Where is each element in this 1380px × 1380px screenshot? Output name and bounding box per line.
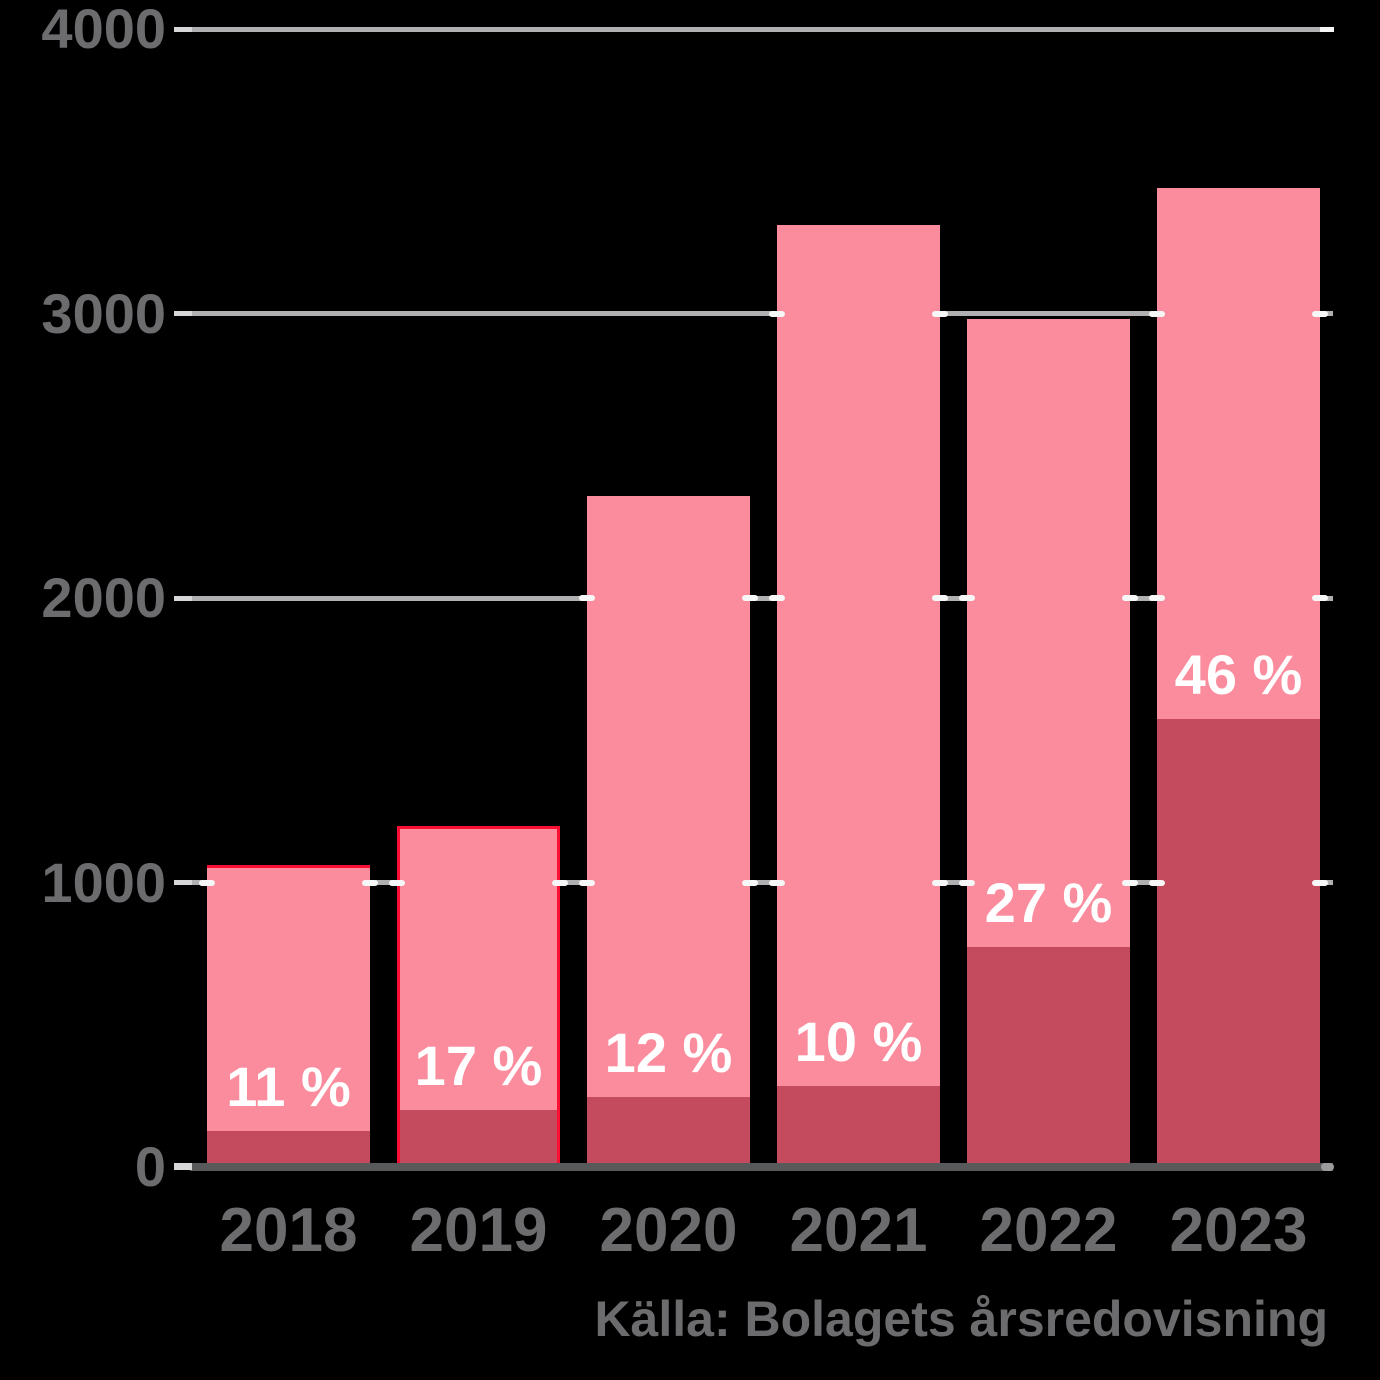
gridline-bar-edge-dash	[769, 310, 785, 317]
x-axis-left-cap	[174, 1163, 192, 1170]
y-tick-label: 1000	[41, 850, 166, 914]
bar-percent-label: 46 %	[1174, 642, 1303, 706]
bar-segment-dark	[587, 1097, 750, 1163]
bar-percent-label: 12 %	[604, 1021, 733, 1085]
bar-percent-label: 10 %	[794, 1009, 923, 1073]
y-tick-label: 4000	[41, 0, 166, 60]
gridline-left-cap	[174, 880, 192, 885]
gridline-2000	[190, 595, 1333, 601]
y-tick-label: 2000	[41, 566, 166, 629]
bar-stroke-left	[397, 825, 400, 1163]
gridline-bar-edge-dash	[362, 879, 378, 886]
bar-2018: 11 %	[207, 865, 370, 1163]
gridline-bar-edge-dash	[579, 595, 595, 601]
bar-segment-dark	[207, 1131, 370, 1163]
bar-2019: 17 %	[397, 825, 560, 1163]
bar-segment-light	[777, 225, 940, 1163]
x-tick-label: 2023	[1169, 1196, 1308, 1265]
bar-2023: 46 %	[1157, 188, 1320, 1163]
bar-segment-dark	[1157, 718, 1320, 1163]
gridline-bar-edge-dash	[932, 595, 948, 601]
gridline-left-cap	[174, 311, 192, 316]
bar-percent-label: 11 %	[226, 1055, 351, 1119]
gridline-bar-edge-dash	[389, 879, 405, 886]
gridline-bar-edge-dash	[1312, 310, 1328, 317]
gridline-bar-edge-dash	[199, 879, 215, 886]
bar-2020: 12 %	[587, 495, 750, 1163]
gridline-bar-edge-dash	[959, 595, 975, 601]
gridline-bar-edge-dash	[1149, 879, 1165, 886]
gridline-bar-edge-dash	[742, 595, 758, 601]
gridline-bar-edge-dash	[959, 879, 975, 886]
bar-stroke-right	[557, 825, 560, 1163]
gridline-3000	[190, 311, 1333, 316]
gridline-bar-edge-dash	[1122, 879, 1138, 886]
bar-segment-light	[397, 825, 560, 1163]
gridline-bar-edge-dash	[1122, 595, 1138, 601]
x-tick-label: 2018	[219, 1196, 358, 1265]
gridline-left-cap	[174, 595, 192, 601]
x-axis-line	[190, 1163, 1333, 1171]
bar-stroke-top	[207, 865, 370, 869]
bar-segment-dark	[967, 946, 1130, 1163]
bar-segment-light	[587, 495, 750, 1163]
gridline-bar-edge-dash	[552, 879, 568, 886]
gridline-bar-edge-dash	[932, 879, 948, 886]
x-tick-label: 2022	[979, 1196, 1118, 1265]
bar-segment-dark	[397, 1110, 560, 1163]
gridline-1000	[190, 880, 1333, 885]
bar-segment-light	[207, 865, 370, 1163]
gridline-bar-edge-dash	[1312, 595, 1328, 601]
y-tick-label: 0	[134, 1135, 166, 1198]
x-tick-label: 2021	[789, 1196, 928, 1265]
bar-stroke-top	[397, 825, 560, 829]
gridline-bar-edge-dash	[769, 879, 785, 886]
gridline-right-cap	[1320, 26, 1334, 32]
gridline-bar-edge-dash	[1149, 595, 1165, 601]
gridline-bar-edge-dash	[742, 879, 758, 886]
bar-2022: 27 %	[967, 319, 1130, 1163]
gridline-bar-edge-dash	[579, 879, 595, 886]
gridline-bar-edge-dash	[1149, 310, 1165, 317]
y-tick-label: 3000	[41, 281, 166, 345]
gridline-bar-edge-dash	[932, 310, 948, 317]
bar-2021: 10 %	[777, 225, 940, 1163]
gridline-left-cap	[174, 26, 192, 32]
x-axis-right-tip	[1321, 1163, 1334, 1171]
x-tick-label: 2020	[599, 1196, 738, 1265]
bar-segment-dark	[777, 1085, 940, 1163]
x-tick-label: 2019	[409, 1196, 548, 1265]
gridline-bar-edge-dash	[769, 595, 785, 601]
gridline-bar-edge-dash	[1312, 879, 1328, 886]
bar-percent-label: 17 %	[414, 1034, 543, 1098]
source-note: Källa: Bolagets årsredovisning	[594, 1291, 1328, 1347]
bar-percent-label: 27 %	[984, 870, 1113, 934]
gridline-4000	[190, 26, 1333, 32]
